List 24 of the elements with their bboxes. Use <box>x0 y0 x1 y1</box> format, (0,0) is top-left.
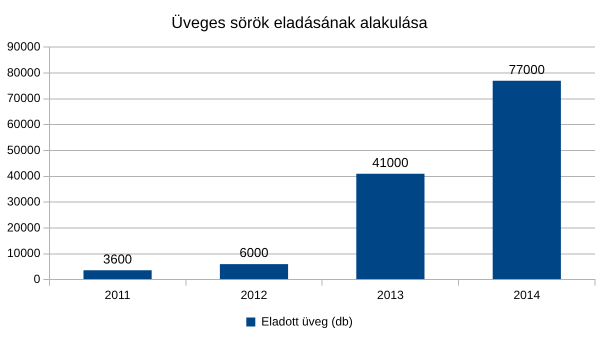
x-tick-label: 2011 <box>104 288 131 302</box>
y-tick-label: 50000 <box>6 142 41 157</box>
bar <box>220 264 288 280</box>
y-tick-label: 0 <box>34 272 41 286</box>
bar <box>83 270 152 280</box>
x-tick-label: 2013 <box>377 288 404 302</box>
data-label: 77000 <box>508 62 545 77</box>
legend-label: Eladott üveg (db) <box>261 314 353 328</box>
bar <box>492 80 561 280</box>
y-tick-label: 10000 <box>6 246 41 260</box>
y-tick-label: 60000 <box>6 116 41 131</box>
x-tick-label: 2012 <box>240 288 268 302</box>
y-tick-label: 90000 <box>6 40 41 54</box>
y-tick-label: 30000 <box>6 194 41 208</box>
data-label: 3600 <box>103 251 132 266</box>
chart-title: Üveges sörök eladásának alakulása <box>171 14 428 32</box>
data-label: 6000 <box>240 245 268 260</box>
y-tick-label: 80000 <box>6 65 41 80</box>
y-tick-label: 20000 <box>6 220 41 234</box>
data-label: 41000 <box>372 154 408 170</box>
y-tick-label: 40000 <box>6 168 41 183</box>
bar <box>356 174 424 280</box>
y-tick-label: 70000 <box>6 91 41 106</box>
x-tick-label: 2014 <box>513 288 540 302</box>
